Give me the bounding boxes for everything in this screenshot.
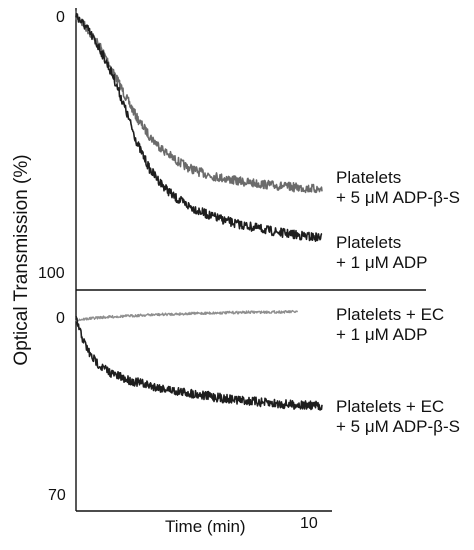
legend-label-platelets-ec-adp-beta-s: Platelets + EC + 5 μM ADP-β-S [336,397,460,437]
bottom-y-tick-0: 0 [56,310,65,327]
legend-line-2: + 1 μM ADP [336,325,428,344]
bottom-panel [75,290,332,512]
legend-line-1: Platelets [336,168,402,187]
legend-line-1: Platelets + EC [336,397,445,416]
bottom-series-group [75,309,323,411]
x-axis-label: Time (min) [165,517,246,536]
top-panel [75,8,426,291]
legend-label-platelets-adp: Platelets + 1 μM ADP [336,233,428,273]
bottom-y-tick-70: 70 [48,487,66,504]
legend-line-1: Platelets + EC [336,305,445,324]
y-axis-label-text: Optical Transmission (%) [11,154,32,366]
trace-adp-beta-s [75,10,323,194]
top-series-group [75,10,323,242]
legend-label-platelets-adp-beta-s: Platelets + 5 μM ADP-β-S [336,168,460,208]
legend-line-2: + 5 μM ADP-β-S [336,188,460,207]
trace-adp [75,13,323,242]
top-y-tick-100: 100 [38,265,65,282]
x-tick-10: 10 [300,515,318,532]
legend-line-1: Platelets [336,233,402,252]
legend-label-platelets-ec-adp: Platelets + EC + 1 μM ADP [336,305,444,345]
trace-ec-adp [75,309,299,322]
trace-ec-adp-beta-s [75,316,323,411]
legend-line-2: + 5 μM ADP-β-S [336,417,460,436]
legend-line-2: + 1 μM ADP [336,253,428,272]
top-y-tick-0: 0 [56,9,65,26]
